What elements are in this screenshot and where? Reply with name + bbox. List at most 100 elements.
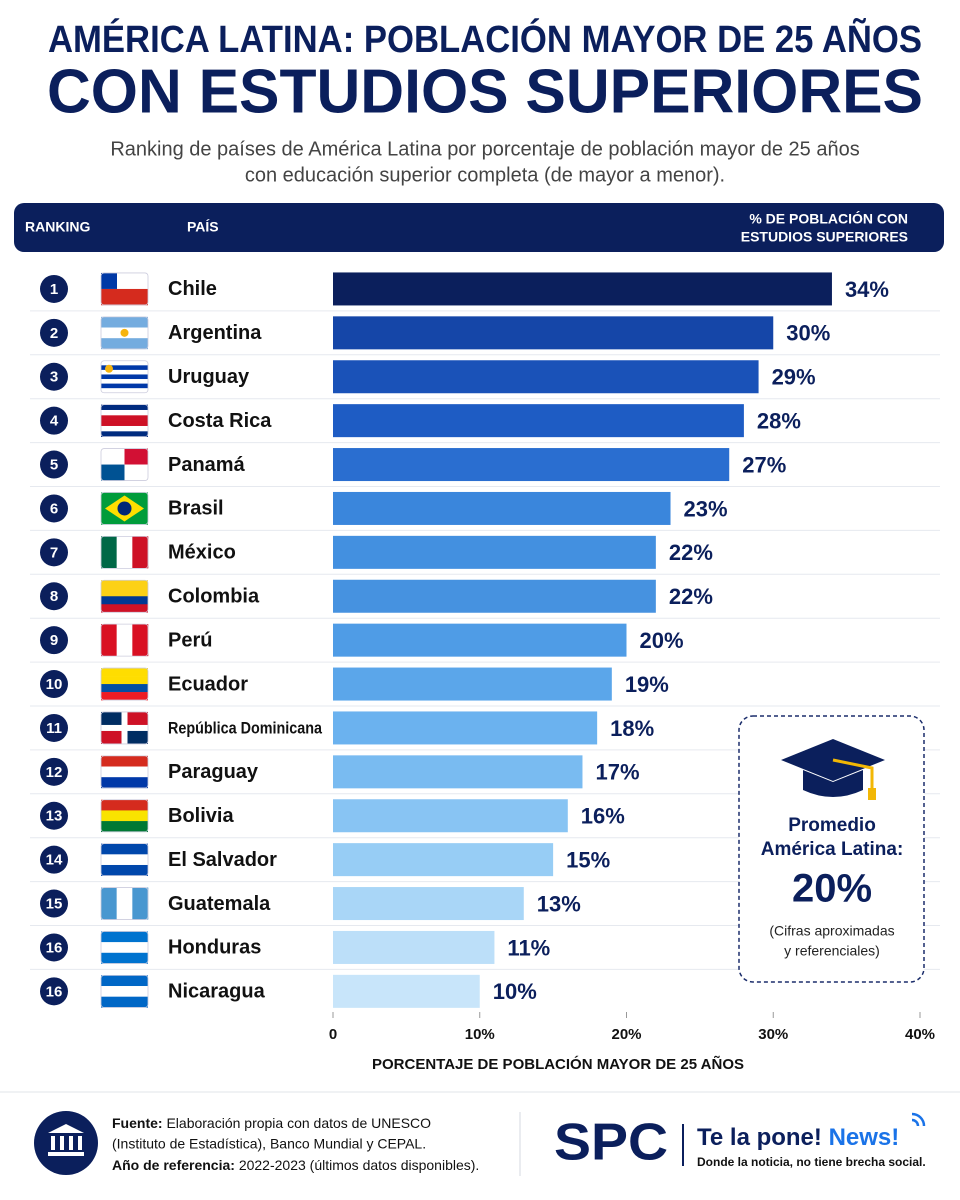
header-label: % DE POBLACIÓN CON	[749, 210, 908, 227]
rank-badge	[40, 845, 68, 874]
rank: 10	[46, 676, 63, 693]
value-label: 27%	[742, 452, 786, 477]
average-label: América Latina:	[761, 839, 904, 860]
flag-part	[132, 887, 149, 920]
header-label: ESTUDIOS SUPERIORES	[741, 229, 908, 245]
value-label: 28%	[757, 408, 801, 433]
flag-part	[101, 420, 148, 427]
flag-part	[101, 952, 148, 964]
title-line: CON ESTUDIOS SUPERIORES	[47, 57, 923, 126]
flag-part	[101, 288, 148, 306]
value-label: 11%	[507, 935, 550, 960]
flag-border	[100, 404, 149, 438]
average-note: (Cifras aproximadas	[769, 923, 894, 939]
flag-part	[101, 777, 148, 789]
country: Honduras	[168, 937, 261, 959]
rank: 16	[46, 983, 63, 1000]
rank: 1	[50, 281, 58, 298]
flag	[100, 755, 149, 789]
rank: 12	[46, 764, 63, 781]
bar	[333, 711, 598, 745]
flag-part	[101, 942, 148, 954]
bar	[333, 930, 495, 964]
source-text: (Instituto de Estadística), Banco Mundia…	[112, 1136, 426, 1152]
rank-badge	[40, 450, 68, 479]
flag-border	[100, 623, 149, 657]
title-line: AMÉRICA LATINA: POBLACIÓN MAYOR DE 25 AÑ…	[48, 17, 922, 61]
country: Costa Rica	[168, 410, 272, 432]
flag-part	[101, 821, 148, 833]
subtitle-line: Ranking de países de América Latina por …	[110, 138, 859, 160]
brand-accent: News!	[829, 1124, 900, 1151]
flag-border	[100, 799, 149, 833]
rank: 16	[46, 939, 63, 956]
flag-part	[101, 668, 148, 677]
flag-border	[100, 316, 149, 350]
flag-part	[124, 727, 148, 744]
flag-part	[116, 536, 133, 569]
header-label: RANKING	[25, 219, 90, 235]
rows: 1 Chile 34% 2 Argentina 30% 3 Uruguay 29% 4 Costa …	[30, 272, 940, 1008]
flag-part	[101, 766, 148, 778]
country: Chile	[168, 278, 217, 300]
rank-badge	[40, 538, 68, 567]
x-tick-label: 20%	[611, 1026, 641, 1043]
flag-part	[101, 596, 148, 605]
average-note: y referenciales)	[784, 943, 880, 959]
flag-part	[101, 692, 148, 701]
flag-part	[101, 604, 148, 613]
flag-part	[101, 379, 148, 384]
bar	[333, 535, 656, 569]
flag	[100, 492, 149, 525]
rank-badge	[40, 757, 68, 786]
flag-part	[101, 374, 148, 380]
bar	[333, 448, 730, 482]
flag-part	[101, 799, 148, 811]
flag-part	[101, 415, 148, 421]
flag-part	[101, 316, 148, 328]
rank: 14	[46, 852, 63, 869]
flag-part	[101, 624, 117, 657]
flag-part	[101, 810, 148, 822]
average-box	[738, 715, 925, 983]
rank: 8	[50, 588, 58, 605]
rank-badge	[40, 801, 68, 830]
bar	[333, 272, 832, 306]
bar	[333, 404, 744, 438]
rank: 13	[46, 808, 63, 825]
flag	[100, 360, 149, 394]
flag-part	[101, 724, 148, 731]
flag-part	[101, 684, 148, 693]
value-label: 22%	[669, 540, 713, 565]
flag	[100, 404, 149, 438]
country: Uruguay	[168, 366, 250, 388]
flag-part	[101, 588, 148, 597]
country: Colombia	[168, 586, 260, 608]
average-value: 20%	[792, 867, 872, 911]
flag-part	[101, 975, 148, 987]
flag-part	[101, 365, 148, 371]
flag	[100, 448, 149, 481]
bar	[333, 667, 612, 701]
country: Brasil	[168, 498, 224, 520]
value-label: 34%	[845, 277, 889, 302]
flag-part	[101, 986, 148, 997]
country: Perú	[168, 629, 212, 651]
flag-part	[101, 404, 148, 411]
flag-part	[117, 501, 132, 516]
bar	[333, 843, 554, 877]
flag-border	[100, 492, 149, 525]
x-tick-label: 0	[329, 1026, 337, 1043]
value-label: 13%	[537, 891, 581, 916]
rank: 6	[50, 500, 58, 517]
bar	[333, 623, 627, 657]
header-label: PAÍS	[187, 219, 219, 235]
rank-badge	[40, 406, 68, 435]
bar	[333, 579, 656, 613]
rank: 7	[50, 544, 58, 561]
rank-badge	[40, 889, 68, 918]
flag-part	[101, 464, 125, 481]
flag-part	[101, 580, 148, 589]
flag-border	[100, 448, 149, 481]
